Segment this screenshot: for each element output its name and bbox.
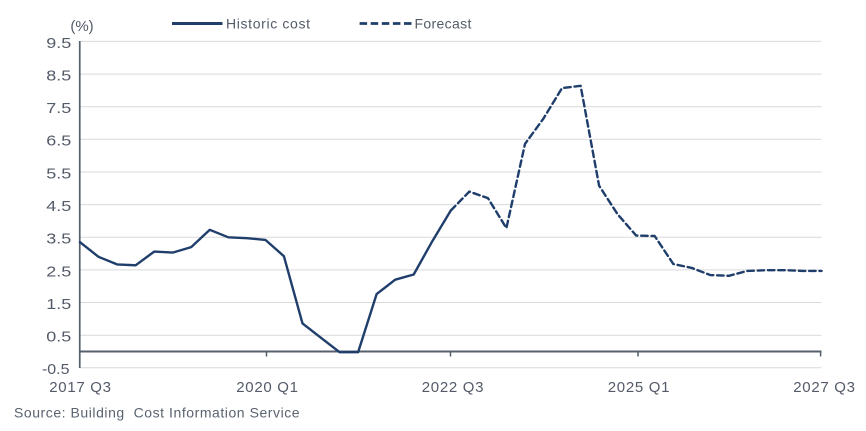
svg-text:4.5: 4.5 xyxy=(46,198,71,215)
svg-text:Historic cost: Historic cost xyxy=(226,16,311,32)
svg-text:2020 Q1: 2020 Q1 xyxy=(236,379,298,396)
svg-text:2.5: 2.5 xyxy=(46,263,71,280)
svg-text:2027 Q3: 2027 Q3 xyxy=(793,379,855,396)
svg-text:3.5: 3.5 xyxy=(46,231,71,248)
svg-text:2025 Q1: 2025 Q1 xyxy=(608,379,670,396)
svg-text:7.5: 7.5 xyxy=(46,100,71,117)
svg-text:-0.5: -0.5 xyxy=(42,361,70,378)
svg-text:Forecast: Forecast xyxy=(415,16,472,32)
svg-text:0.5: 0.5 xyxy=(46,329,71,346)
svg-text:Source: Building Cost Informa: Source: Building Cost Information Servic… xyxy=(14,405,300,421)
svg-text:2017 Q3: 2017 Q3 xyxy=(49,379,111,396)
svg-text:(%): (%) xyxy=(70,18,93,35)
svg-text:5.5: 5.5 xyxy=(46,165,71,182)
svg-text:9.5: 9.5 xyxy=(46,35,71,52)
svg-text:6.5: 6.5 xyxy=(46,133,71,150)
svg-text:8.5: 8.5 xyxy=(46,68,71,85)
svg-text:1.5: 1.5 xyxy=(46,296,71,313)
svg-text:2022 Q3: 2022 Q3 xyxy=(422,379,484,396)
